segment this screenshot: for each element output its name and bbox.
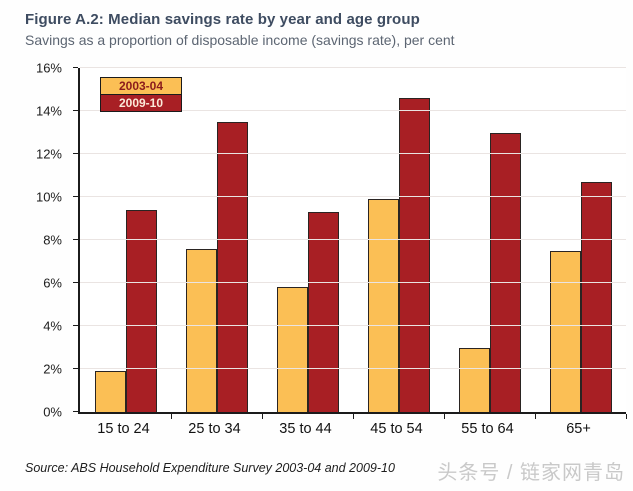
x-axis-category-label: 15 to 24 <box>97 421 150 437</box>
gridline <box>80 368 626 369</box>
y-axis-tick-label: 8% <box>43 232 62 248</box>
x-axis-tick <box>171 414 172 419</box>
bar-2003-04 <box>185 248 217 412</box>
y-axis-tick-label: 2% <box>43 361 62 377</box>
x-axis-category-label: 25 to 34 <box>188 421 241 437</box>
bar-group <box>262 68 353 412</box>
y-axis-tick-label: 16% <box>35 60 62 76</box>
bar-group <box>444 68 535 412</box>
y-axis-tick <box>73 196 78 197</box>
gridline <box>80 110 626 111</box>
y-axis-tick-label: 12% <box>35 146 62 162</box>
bar-2003-04 <box>367 199 399 412</box>
bar-2009-10 <box>125 209 157 412</box>
y-axis-tick <box>73 282 78 283</box>
x-axis-tick <box>262 414 263 419</box>
legend-item-2009-10: 2009-10 <box>101 95 181 111</box>
x-axis-category-label: 55 to 64 <box>461 421 514 437</box>
bar-2009-10 <box>398 98 430 412</box>
legend-item-2003-04: 2003-04 <box>101 78 181 95</box>
x-axis-tick <box>444 414 445 419</box>
y-axis-tick-label: 4% <box>43 318 62 334</box>
bar-group <box>353 68 444 412</box>
y-axis-tick <box>73 67 78 68</box>
bar-2009-10 <box>216 121 248 412</box>
bar-2003-04 <box>458 347 490 412</box>
x-axis-tick <box>353 414 354 419</box>
bar-groups <box>80 68 626 412</box>
legend: 2003-04 2009-10 <box>100 77 182 112</box>
chart-subtitle: Savings as a proportion of disposable in… <box>25 32 455 48</box>
plot-area: 2003-04 2009-10 <box>73 67 627 419</box>
chart-title: Figure A.2: Median savings rate by year … <box>25 11 420 28</box>
gridline <box>80 282 626 283</box>
bar-2009-10 <box>489 132 521 412</box>
y-axis-tick-label: 6% <box>43 275 62 291</box>
watermark: 头条号 / 链家网青岛 <box>437 462 625 484</box>
y-axis-tick <box>73 325 78 326</box>
y-axis-tick <box>73 368 78 369</box>
x-axis-category-label: 45 to 54 <box>370 421 423 437</box>
y-axis-tick <box>73 110 78 111</box>
gridline <box>80 239 626 240</box>
bar-2009-10 <box>580 181 612 412</box>
gridline <box>80 67 626 68</box>
x-axis-tick <box>626 414 627 419</box>
x-axis-labels: 15 to 24 25 to 34 35 to 44 45 to 54 55 to 64… <box>78 421 624 437</box>
gridline <box>80 325 626 326</box>
bar-2009-10 <box>307 212 339 412</box>
bar-group <box>80 68 171 412</box>
y-axis-tick-label: 14% <box>35 103 62 119</box>
bar-2003-04 <box>549 250 581 412</box>
source-note: Source: ABS Household Expenditure Survey… <box>25 461 395 475</box>
bar-group <box>171 68 262 412</box>
gridline <box>80 153 626 154</box>
bar-2003-04 <box>94 371 126 412</box>
y-axis-tick <box>73 411 78 412</box>
y-axis-tick-label: 10% <box>35 189 62 205</box>
x-axis-category-label: 65+ <box>566 421 591 437</box>
y-axis-labels: 0% 2% 4% 6% 8% 10% 12% 14% 16% <box>0 61 72 420</box>
x-axis-tick <box>535 414 536 419</box>
x-axis-category-label: 35 to 44 <box>279 421 332 437</box>
gridline <box>80 196 626 197</box>
y-axis-tick <box>73 153 78 154</box>
y-axis-tick <box>73 239 78 240</box>
bar-group <box>535 68 626 412</box>
bar-2003-04 <box>276 287 308 412</box>
y-axis-tick-label: 0% <box>43 404 62 420</box>
